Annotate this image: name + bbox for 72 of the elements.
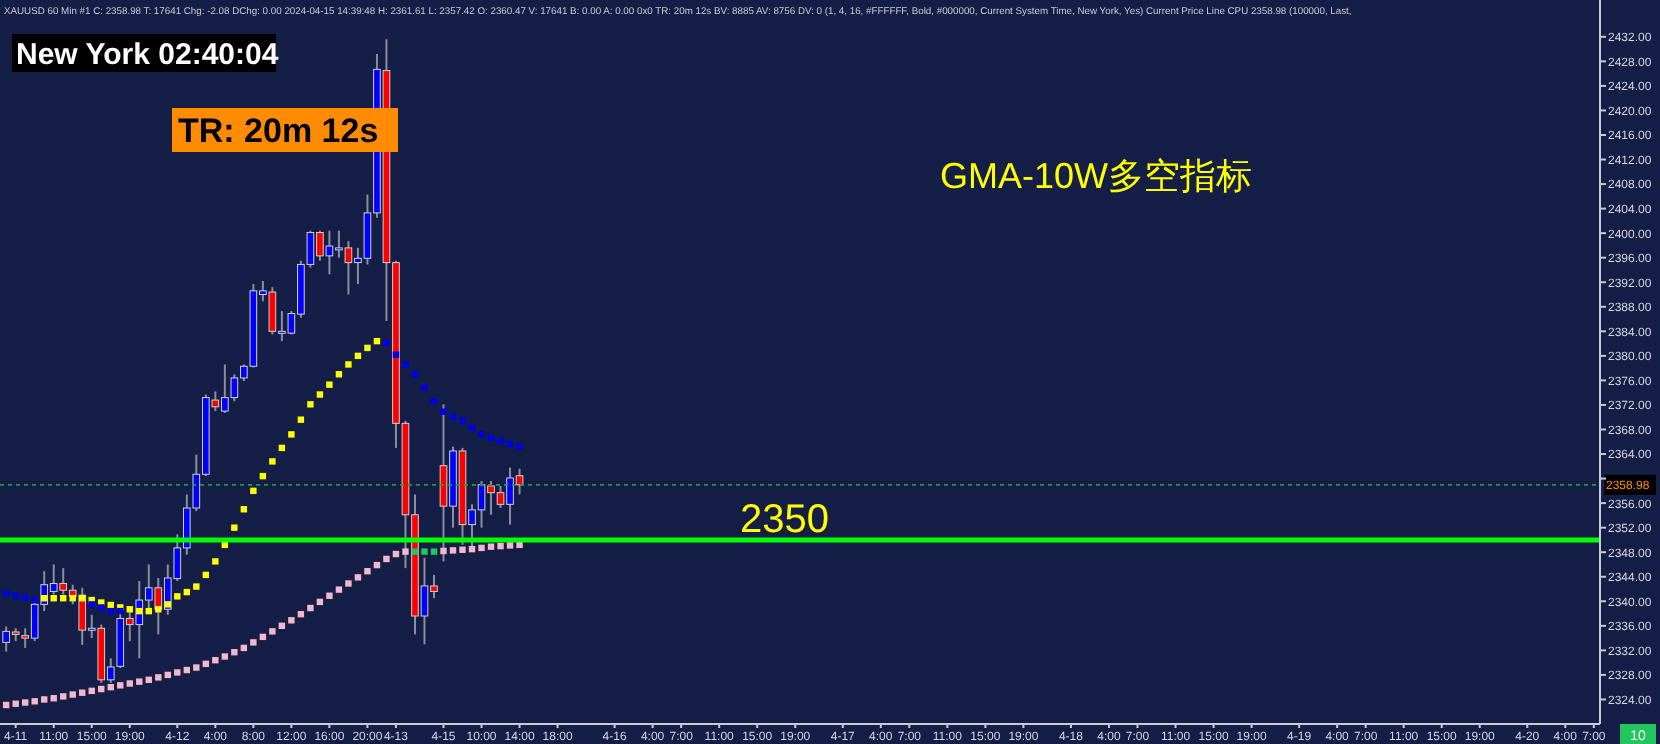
point	[21, 594, 29, 601]
point	[411, 548, 419, 555]
point	[364, 568, 371, 575]
point	[174, 669, 181, 676]
point	[174, 593, 181, 600]
point	[326, 592, 333, 599]
point	[497, 437, 504, 445]
point	[383, 555, 390, 563]
point	[2, 590, 10, 597]
point	[516, 541, 523, 549]
point	[12, 700, 19, 707]
point	[250, 487, 257, 495]
point	[269, 458, 276, 465]
point	[478, 431, 485, 438]
point	[383, 339, 390, 347]
text: GMA-10W多空指标	[940, 156, 1253, 196]
point	[12, 592, 19, 599]
point	[316, 391, 324, 398]
point	[231, 524, 238, 531]
point	[88, 601, 95, 608]
point	[307, 401, 314, 408]
point	[459, 546, 466, 553]
point	[60, 693, 67, 700]
ref-line-label: 2350	[740, 497, 829, 542]
point	[155, 674, 162, 681]
point	[21, 699, 29, 706]
point	[354, 574, 362, 581]
point	[269, 628, 276, 635]
point	[326, 381, 333, 388]
point	[98, 604, 105, 611]
point	[402, 548, 409, 555]
point	[459, 417, 466, 425]
point	[288, 431, 295, 438]
point	[297, 416, 305, 423]
point	[392, 351, 400, 358]
point	[212, 656, 219, 664]
point	[193, 583, 200, 590]
point	[449, 413, 457, 420]
point	[468, 424, 476, 431]
point	[126, 680, 133, 687]
point	[449, 547, 457, 554]
point	[193, 664, 200, 671]
point	[69, 691, 76, 698]
point	[421, 548, 428, 555]
annotation: TR: 20m 12s	[178, 112, 379, 150]
point	[430, 548, 438, 555]
point	[440, 547, 447, 555]
point	[497, 542, 504, 550]
point	[288, 617, 295, 624]
point	[164, 601, 171, 608]
point	[231, 649, 238, 656]
point	[364, 344, 371, 352]
point	[402, 361, 409, 368]
point	[117, 682, 124, 689]
point	[345, 580, 352, 587]
point	[478, 544, 485, 552]
point	[345, 361, 352, 368]
point	[31, 698, 38, 705]
point	[31, 596, 38, 604]
point	[516, 443, 523, 450]
point	[335, 586, 343, 593]
point	[440, 408, 447, 415]
point	[487, 543, 495, 550]
point	[41, 696, 48, 703]
point	[506, 542, 514, 549]
point	[421, 384, 428, 391]
point	[250, 639, 257, 646]
point	[221, 653, 229, 660]
point	[307, 604, 314, 612]
point	[136, 678, 143, 685]
annotation: New York 02:40:04	[16, 38, 280, 72]
point	[212, 558, 219, 565]
